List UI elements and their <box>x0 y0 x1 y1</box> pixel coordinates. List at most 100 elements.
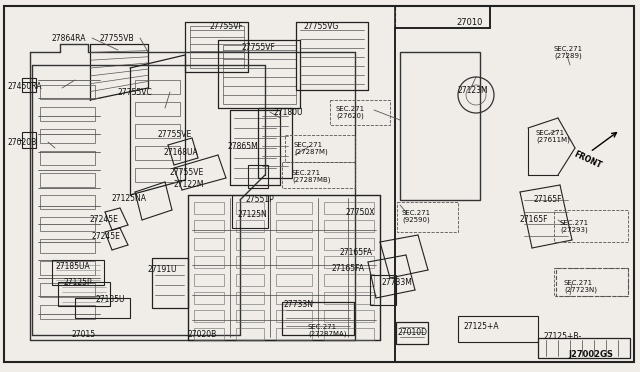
Bar <box>236 292 264 304</box>
Bar <box>324 274 374 286</box>
Text: 27122M: 27122M <box>173 180 204 189</box>
Bar <box>40 107 95 121</box>
Text: 27165FA: 27165FA <box>340 248 373 257</box>
Text: 27165FA: 27165FA <box>332 264 365 273</box>
Bar <box>324 202 374 214</box>
Text: SEC.271
(27287MA): SEC.271 (27287MA) <box>308 324 346 337</box>
Bar <box>324 328 374 340</box>
Text: 27755VC: 27755VC <box>118 88 153 97</box>
Text: SEC.271
(27620): SEC.271 (27620) <box>336 106 365 119</box>
Bar <box>276 328 312 340</box>
Text: 27755VF: 27755VF <box>242 43 276 52</box>
Bar <box>276 310 312 322</box>
Text: 27733M: 27733M <box>382 278 413 287</box>
Text: 27755VB: 27755VB <box>100 34 134 43</box>
Bar <box>276 238 312 250</box>
Text: 27010D: 27010D <box>398 328 428 337</box>
Text: SEC.271
(92590): SEC.271 (92590) <box>402 210 431 223</box>
Text: 27245E: 27245E <box>92 232 121 241</box>
Bar <box>554 210 628 242</box>
Bar <box>285 135 355 162</box>
Text: SEC.271
(27723N): SEC.271 (27723N) <box>564 280 597 293</box>
Bar <box>276 292 312 304</box>
Bar <box>324 292 374 304</box>
Bar <box>40 283 95 297</box>
Bar <box>276 202 312 214</box>
Bar <box>556 268 628 296</box>
Text: 27020B: 27020B <box>8 138 37 147</box>
Bar <box>276 274 312 286</box>
Bar <box>52 260 104 285</box>
Bar <box>282 302 354 335</box>
Bar <box>397 202 458 232</box>
Bar <box>400 52 480 200</box>
Text: 27755VE: 27755VE <box>170 168 204 177</box>
Bar <box>135 124 180 138</box>
Text: 27165F: 27165F <box>533 195 561 204</box>
Bar <box>40 305 95 319</box>
Text: 27015: 27015 <box>72 330 96 339</box>
Text: SEC.271
(27287M): SEC.271 (27287M) <box>294 142 328 155</box>
Text: 27865M: 27865M <box>228 142 259 151</box>
Bar <box>236 328 264 340</box>
Text: 27010: 27010 <box>456 18 483 27</box>
Bar <box>194 220 224 232</box>
Bar <box>276 220 312 232</box>
Bar <box>276 256 312 268</box>
Bar <box>75 298 130 318</box>
Bar <box>135 80 180 94</box>
Bar <box>194 328 224 340</box>
Bar <box>236 310 264 322</box>
Text: 27125NA: 27125NA <box>112 194 147 203</box>
Bar <box>324 220 374 232</box>
Bar <box>194 202 224 214</box>
Bar <box>40 239 95 253</box>
Text: 27245E: 27245E <box>90 215 119 224</box>
Text: 27755VG: 27755VG <box>303 22 339 31</box>
Text: 27125P: 27125P <box>64 278 93 287</box>
Bar <box>324 256 374 268</box>
Bar <box>236 256 264 268</box>
Bar <box>40 173 95 187</box>
Text: 27123M: 27123M <box>458 86 488 95</box>
Text: 27185UA: 27185UA <box>56 262 91 271</box>
Bar <box>40 151 95 165</box>
Text: SEC.271
(27287MB): SEC.271 (27287MB) <box>292 170 330 183</box>
Bar <box>370 275 396 305</box>
Bar <box>40 85 95 99</box>
Text: FRONT: FRONT <box>572 150 602 171</box>
Bar <box>194 292 224 304</box>
Bar <box>40 129 95 143</box>
Bar <box>538 338 630 358</box>
Bar <box>232 195 268 228</box>
Text: 27180U: 27180U <box>274 108 303 117</box>
Text: 27020B: 27020B <box>188 330 217 339</box>
Text: 27168UA: 27168UA <box>163 148 198 157</box>
Text: 27165F: 27165F <box>520 215 548 224</box>
Bar <box>324 310 374 322</box>
Bar <box>194 310 224 322</box>
Bar <box>135 102 180 116</box>
Text: 27125N: 27125N <box>238 210 268 219</box>
Text: 27185U: 27185U <box>96 295 125 304</box>
Bar <box>396 322 428 344</box>
Bar <box>282 162 355 188</box>
Bar <box>58 282 110 306</box>
Bar <box>223 45 296 104</box>
Text: 27125+B-: 27125+B- <box>544 332 582 341</box>
Bar <box>236 274 264 286</box>
Bar <box>135 146 180 160</box>
Bar <box>22 132 36 148</box>
Bar <box>324 238 374 250</box>
Text: 27450RA: 27450RA <box>8 82 43 91</box>
Bar <box>40 195 95 209</box>
Bar <box>40 217 95 231</box>
Bar <box>194 274 224 286</box>
Bar <box>40 261 95 275</box>
Bar <box>190 26 244 68</box>
Text: 27864RA: 27864RA <box>52 34 86 43</box>
Text: 27733N: 27733N <box>284 300 314 309</box>
Bar <box>236 238 264 250</box>
Text: SEC.271
(27289): SEC.271 (27289) <box>554 46 583 59</box>
Bar <box>236 220 264 232</box>
